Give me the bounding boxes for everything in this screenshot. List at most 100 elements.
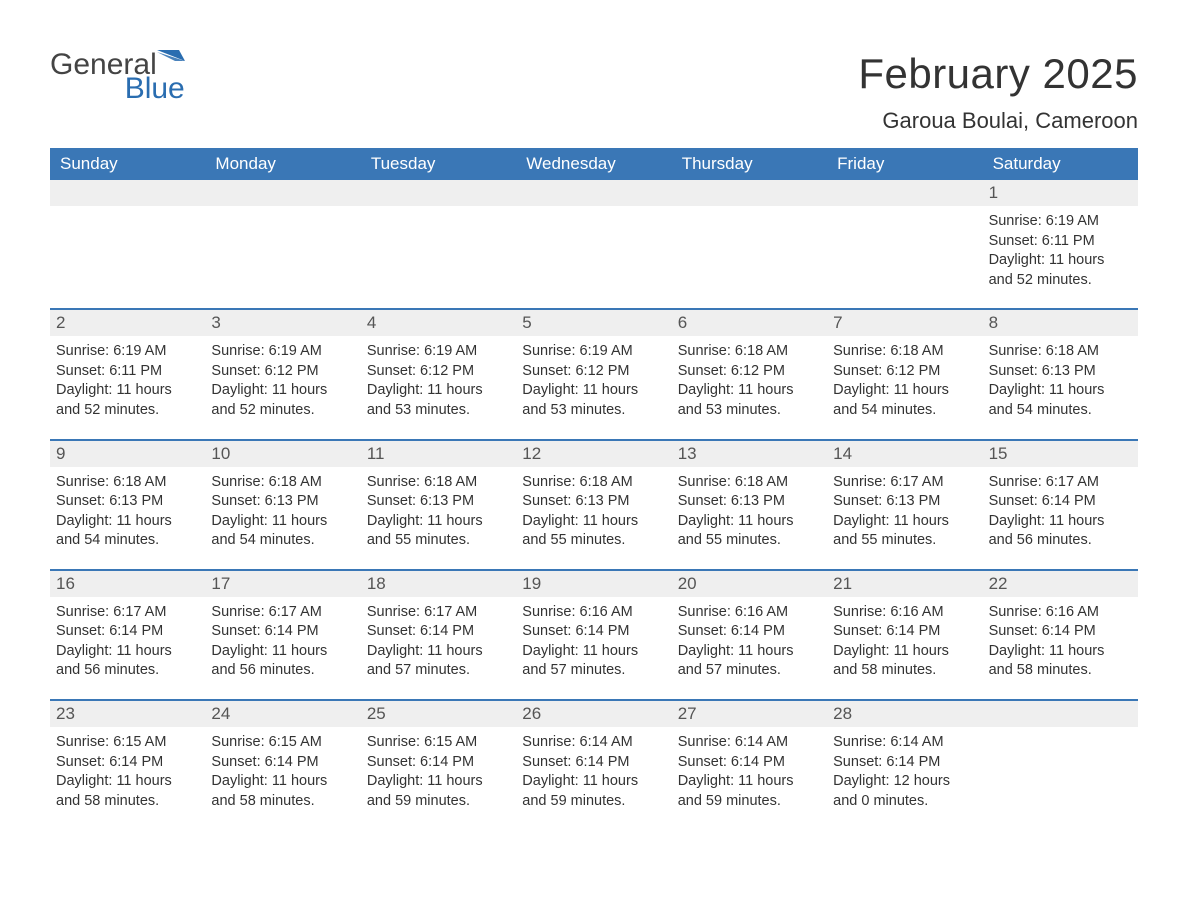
daylight-line: Daylight: 11 hours and 52 minutes. [989, 251, 1130, 290]
daylight-line: Daylight: 11 hours and 55 minutes. [367, 512, 508, 551]
daylight-line: Daylight: 11 hours and 52 minutes. [56, 381, 197, 420]
day-number: 24 [205, 701, 360, 727]
day-cell: Sunrise: 6:17 AMSunset: 6:14 PMDaylight:… [50, 597, 205, 699]
day-number: 22 [983, 571, 1138, 597]
day-cell: Sunrise: 6:16 AMSunset: 6:14 PMDaylight:… [516, 597, 671, 699]
daylight-line: Daylight: 11 hours and 57 minutes. [522, 642, 663, 681]
day-cell: Sunrise: 6:18 AMSunset: 6:13 PMDaylight:… [516, 467, 671, 569]
daylight-line: Daylight: 11 hours and 58 minutes. [211, 772, 352, 811]
daylight-line: Daylight: 11 hours and 52 minutes. [211, 381, 352, 420]
day-cell: Sunrise: 6:15 AMSunset: 6:14 PMDaylight:… [361, 727, 516, 829]
day-number [50, 180, 205, 206]
day-cell: Sunrise: 6:15 AMSunset: 6:14 PMDaylight:… [205, 727, 360, 829]
sunrise-line: Sunrise: 6:15 AM [367, 733, 508, 753]
daylight-line: Daylight: 12 hours and 0 minutes. [833, 772, 974, 811]
day-number-band: 16171819202122 [50, 571, 1138, 597]
day-cell: Sunrise: 6:15 AMSunset: 6:14 PMDaylight:… [50, 727, 205, 829]
day-number: 26 [516, 701, 671, 727]
sunrise-line: Sunrise: 6:18 AM [211, 473, 352, 493]
sunset-line: Sunset: 6:14 PM [522, 622, 663, 642]
sunrise-line: Sunrise: 6:16 AM [833, 603, 974, 623]
day-cell: Sunrise: 6:19 AMSunset: 6:12 PMDaylight:… [205, 336, 360, 438]
sunrise-line: Sunrise: 6:19 AM [989, 212, 1130, 232]
day-cell [672, 206, 827, 308]
day-number-band: 2345678 [50, 310, 1138, 336]
daylight-line: Daylight: 11 hours and 57 minutes. [678, 642, 819, 681]
dow-label: Saturday [983, 148, 1138, 180]
day-cell: Sunrise: 6:19 AMSunset: 6:11 PMDaylight:… [50, 336, 205, 438]
day-cell: Sunrise: 6:14 AMSunset: 6:14 PMDaylight:… [827, 727, 982, 829]
day-number-band: 1 [50, 180, 1138, 206]
daylight-line: Daylight: 11 hours and 57 minutes. [367, 642, 508, 681]
daylight-line: Daylight: 11 hours and 53 minutes. [522, 381, 663, 420]
daylight-line: Daylight: 11 hours and 55 minutes. [522, 512, 663, 551]
sunset-line: Sunset: 6:12 PM [522, 362, 663, 382]
sunset-line: Sunset: 6:14 PM [56, 622, 197, 642]
sunrise-line: Sunrise: 6:16 AM [678, 603, 819, 623]
sunrise-line: Sunrise: 6:17 AM [989, 473, 1130, 493]
day-cell: Sunrise: 6:18 AMSunset: 6:13 PMDaylight:… [361, 467, 516, 569]
daylight-line: Daylight: 11 hours and 55 minutes. [833, 512, 974, 551]
day-number: 15 [983, 441, 1138, 467]
day-cell: Sunrise: 6:18 AMSunset: 6:12 PMDaylight:… [827, 336, 982, 438]
day-number: 2 [50, 310, 205, 336]
sunset-line: Sunset: 6:14 PM [367, 622, 508, 642]
daylight-line: Daylight: 11 hours and 56 minutes. [211, 642, 352, 681]
day-cell: Sunrise: 6:18 AMSunset: 6:13 PMDaylight:… [205, 467, 360, 569]
day-cell [205, 206, 360, 308]
day-number: 14 [827, 441, 982, 467]
month-title: February 2025 [858, 50, 1138, 98]
daylight-line: Daylight: 11 hours and 59 minutes. [367, 772, 508, 811]
day-cell: Sunrise: 6:18 AMSunset: 6:13 PMDaylight:… [983, 336, 1138, 438]
sunrise-line: Sunrise: 6:19 AM [56, 342, 197, 362]
day-number: 10 [205, 441, 360, 467]
sunrise-line: Sunrise: 6:17 AM [367, 603, 508, 623]
day-number: 3 [205, 310, 360, 336]
day-cell: Sunrise: 6:16 AMSunset: 6:14 PMDaylight:… [983, 597, 1138, 699]
day-number: 21 [827, 571, 982, 597]
daylight-line: Daylight: 11 hours and 54 minutes. [56, 512, 197, 551]
sunrise-line: Sunrise: 6:17 AM [56, 603, 197, 623]
day-cell: Sunrise: 6:17 AMSunset: 6:13 PMDaylight:… [827, 467, 982, 569]
dow-label: Friday [827, 148, 982, 180]
day-number: 25 [361, 701, 516, 727]
day-number: 1 [983, 180, 1138, 206]
day-of-week-header: SundayMondayTuesdayWednesdayThursdayFrid… [50, 148, 1138, 180]
day-number: 9 [50, 441, 205, 467]
day-number [827, 180, 982, 206]
sunrise-line: Sunrise: 6:18 AM [367, 473, 508, 493]
sunset-line: Sunset: 6:14 PM [56, 753, 197, 773]
day-cell: Sunrise: 6:16 AMSunset: 6:14 PMDaylight:… [672, 597, 827, 699]
sunrise-line: Sunrise: 6:18 AM [678, 473, 819, 493]
sunrise-line: Sunrise: 6:18 AM [989, 342, 1130, 362]
day-cell: Sunrise: 6:18 AMSunset: 6:13 PMDaylight:… [672, 467, 827, 569]
dow-label: Tuesday [361, 148, 516, 180]
sunset-line: Sunset: 6:12 PM [211, 362, 352, 382]
day-number-band: 232425262728 [50, 701, 1138, 727]
sunset-line: Sunset: 6:12 PM [678, 362, 819, 382]
day-number [361, 180, 516, 206]
week-row: 1Sunrise: 6:19 AMSunset: 6:11 PMDaylight… [50, 180, 1138, 308]
day-number: 8 [983, 310, 1138, 336]
sunrise-line: Sunrise: 6:17 AM [211, 603, 352, 623]
sunrise-line: Sunrise: 6:18 AM [56, 473, 197, 493]
day-number: 11 [361, 441, 516, 467]
daylight-line: Daylight: 11 hours and 54 minutes. [989, 381, 1130, 420]
sunrise-line: Sunrise: 6:14 AM [833, 733, 974, 753]
day-cell [983, 727, 1138, 829]
daylight-line: Daylight: 11 hours and 59 minutes. [522, 772, 663, 811]
sunset-line: Sunset: 6:13 PM [678, 492, 819, 512]
week-row: 232425262728Sunrise: 6:15 AMSunset: 6:14… [50, 699, 1138, 829]
daylight-line: Daylight: 11 hours and 55 minutes. [678, 512, 819, 551]
sunrise-line: Sunrise: 6:19 AM [367, 342, 508, 362]
sunrise-line: Sunrise: 6:18 AM [833, 342, 974, 362]
day-cell: Sunrise: 6:19 AMSunset: 6:11 PMDaylight:… [983, 206, 1138, 308]
day-number: 5 [516, 310, 671, 336]
day-cell [827, 206, 982, 308]
sunset-line: Sunset: 6:14 PM [833, 622, 974, 642]
week-row: 16171819202122Sunrise: 6:17 AMSunset: 6:… [50, 569, 1138, 699]
dow-label: Wednesday [516, 148, 671, 180]
logo: General Blue [50, 50, 185, 104]
sunrise-line: Sunrise: 6:19 AM [522, 342, 663, 362]
day-cell: Sunrise: 6:17 AMSunset: 6:14 PMDaylight:… [205, 597, 360, 699]
